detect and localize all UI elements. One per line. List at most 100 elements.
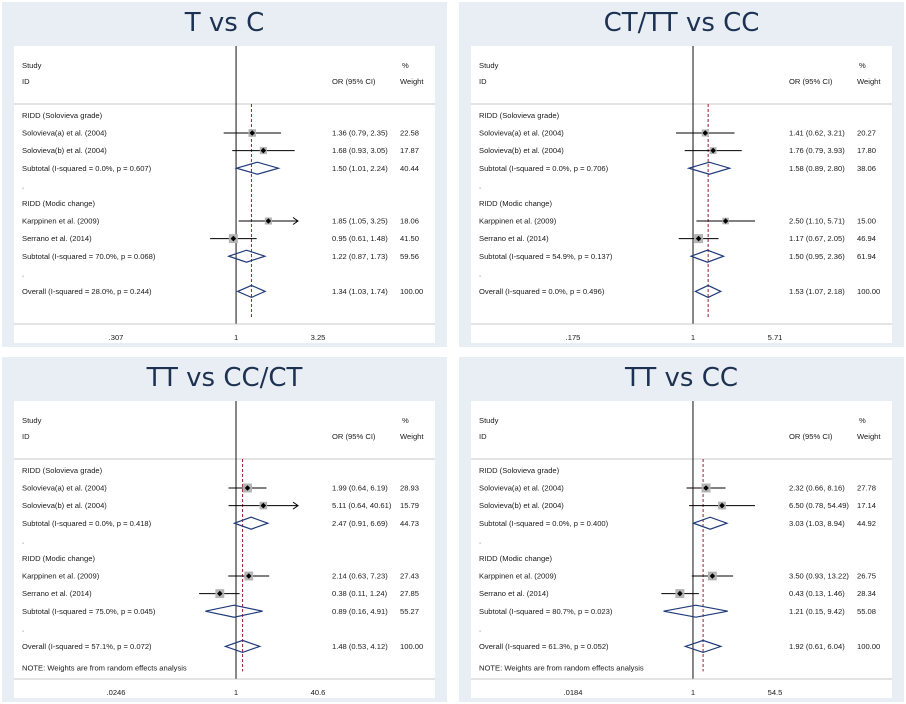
or-ci-value: 0.38 (0.11, 1.24) [332, 589, 388, 598]
header-study: Study [22, 61, 42, 70]
point-estimate [260, 502, 267, 509]
or-ci-value: 1.76 (0.79, 3.93) [789, 146, 845, 155]
study-label: Serrano et al. (2014) [479, 234, 549, 243]
point-estimate [709, 573, 716, 579]
or-ci-value: 1.34 (1.03, 1.74) [332, 287, 388, 296]
or-ci-value: 1.36 (0.79, 2.35) [332, 129, 388, 138]
study-label: Karppinen et al. (2009) [479, 217, 557, 226]
subtotal-diamond [663, 604, 728, 618]
point-estimate [695, 235, 702, 242]
weight-value: 18.06 [400, 217, 419, 226]
or-ci-value: 0.89 (0.16, 4.91) [332, 607, 388, 616]
header-weight: Weight [857, 432, 881, 441]
weight-value: 55.08 [857, 607, 876, 616]
subtotal-diamond [232, 516, 270, 530]
or-ci-value: 0.43 (0.13, 1.46) [789, 589, 845, 598]
study-label: Serrano et al. (2014) [22, 589, 92, 598]
group-label: RIDD (Modic change) [22, 554, 95, 563]
header-or-ci: OR (95% CI) [789, 77, 833, 86]
weight-value: 100.00 [400, 287, 423, 296]
panel-t-vs-c: T vs C Study ID OR (95% CI)% Weight RIDD (So… [2, 2, 447, 347]
dot-label: . [22, 536, 24, 545]
panel-title: TT vs CC [624, 363, 739, 393]
study-label: Solovieva(a) et al. (2004) [479, 129, 564, 138]
header-study: Study [479, 61, 499, 70]
weight-value: 55.27 [400, 607, 419, 616]
subtotal-label: Subtotal (I-squared = 0.0%, p = 0.706) [479, 164, 609, 173]
weight-value: 44.92 [857, 519, 876, 528]
weight-value: 27.85 [400, 589, 419, 598]
axis-tick-label: 40.6 [311, 688, 326, 697]
dot-label: . [479, 181, 481, 190]
or-ci-value: 1.92 (0.61, 6.04) [789, 642, 845, 651]
weight-value: 22.58 [400, 129, 419, 138]
or-ci-value: 1.21 (0.15, 9.42) [789, 607, 845, 616]
dot-label: . [479, 269, 481, 278]
or-ci-value: 1.48 (0.53, 4.12) [332, 642, 388, 651]
header-id: ID [22, 77, 30, 86]
panel-ct-tt-vs-cc: CT/TT vs CC Study ID OR (95% CI)% Weight RID… [459, 2, 904, 347]
dot-label: . [479, 624, 481, 633]
subtotal-label: Subtotal (I-squared = 70.0%, p = 0.068) [22, 252, 156, 261]
subtotal-label: Subtotal (I-squared = 0.0%, p = 0.607) [22, 164, 152, 173]
or-ci-value: 1.85 (1.05, 3.25) [332, 217, 388, 226]
weight-value: 17.87 [400, 146, 419, 155]
or-ci-value: 2.50 (1.10, 5.71) [789, 217, 845, 226]
subtotal-diamond [234, 161, 281, 175]
subtotal-diamond [226, 249, 267, 263]
weight-value: 100.00 [400, 642, 423, 651]
or-ci-value: 3.50 (0.93, 13.22) [789, 572, 849, 581]
overall-label: Overall (I-squared = 0.0%, p = 0.496) [479, 287, 605, 296]
or-ci-value: 1.50 (0.95, 2.36) [789, 252, 845, 261]
study-label: Solovieva(a) et al. (2004) [22, 484, 107, 493]
overall-label: Overall (I-squared = 28.0%, p = 0.244) [22, 287, 152, 296]
dot-label: . [22, 624, 24, 633]
axis-tick-label: 1 [234, 333, 238, 342]
study-label: Solovieva(a) et al. (2004) [22, 129, 107, 138]
forest-plot-area: Study ID OR (95% CI)% Weight RIDD (Solovieva… [14, 401, 435, 698]
point-estimate [719, 502, 725, 509]
point-estimate [710, 147, 716, 154]
study-label: Karppinen et al. (2009) [22, 572, 100, 581]
or-ci-value: 1.50 (1.01, 2.24) [332, 164, 388, 173]
forest-plot-svg: Study ID OR (95% CI)% Weight RIDD (Solovieva… [14, 46, 435, 342]
axis-tick-label: 1 [234, 688, 238, 697]
or-ci-value: 1.68 (0.93, 3.05) [332, 146, 388, 155]
point-estimate [703, 485, 709, 491]
group-label: RIDD (Solovieva grade) [22, 111, 103, 120]
header-or-ci: OR (95% CI) [332, 432, 376, 441]
weight-value: 41.50 [400, 234, 419, 243]
forest-plot-area: Study ID OR (95% CI)% Weight RIDD (Solovieva… [471, 46, 892, 343]
overall-diamond [223, 639, 262, 654]
header-or-ci: OR (95% CI) [789, 432, 833, 441]
axis-tick-label: 3.25 [311, 333, 326, 342]
group-label: RIDD (Solovieva grade) [479, 111, 560, 120]
overall-label: Overall (I-squared = 57.1%, p = 0.072) [22, 642, 152, 651]
forest-plot-svg: Study ID OR (95% CI)% Weight RIDD (Solovieva… [471, 46, 892, 342]
weight-value: 61.94 [857, 252, 876, 261]
group-label: RIDD (Modic change) [22, 199, 95, 208]
or-ci-value: 2.32 (0.66, 8.16) [789, 484, 845, 493]
forest-plot-svg: Study ID OR (95% CI)% Weight RIDD (Solovieva… [14, 401, 435, 697]
group-label: RIDD (Modic change) [479, 554, 552, 563]
header-weight: Weight [857, 77, 881, 86]
overall-diamond [236, 284, 267, 299]
subtotal-label: Subtotal (I-squared = 0.0%, p = 0.418) [22, 519, 152, 528]
subtotal-label: Subtotal (I-squared = 80.7%, p = 0.023) [479, 607, 613, 616]
or-ci-value: 1.99 (0.64, 6.19) [332, 484, 388, 493]
or-ci-value: 1.22 (0.87, 1.73) [332, 252, 388, 261]
weight-value: 20.27 [857, 129, 876, 138]
point-estimate [244, 485, 251, 491]
header-id: ID [22, 432, 30, 441]
forest-plot-area: Study ID OR (95% CI)% Weight RIDD (Solovieva… [14, 46, 435, 343]
header-or-ci: OR (95% CI) [332, 77, 376, 86]
weight-value: 17.14 [857, 501, 876, 510]
study-label: Solovieva(a) et al. (2004) [479, 484, 564, 493]
dot-label: . [22, 269, 24, 278]
axis-tick-label: .175 [566, 333, 581, 342]
overall-diamond [683, 639, 723, 654]
or-ci-value: 2.47 (0.91, 6.69) [332, 519, 388, 528]
header-percent: % [402, 61, 409, 70]
axis-tick-label: 5.71 [768, 333, 783, 342]
overall-diamond [694, 284, 723, 299]
